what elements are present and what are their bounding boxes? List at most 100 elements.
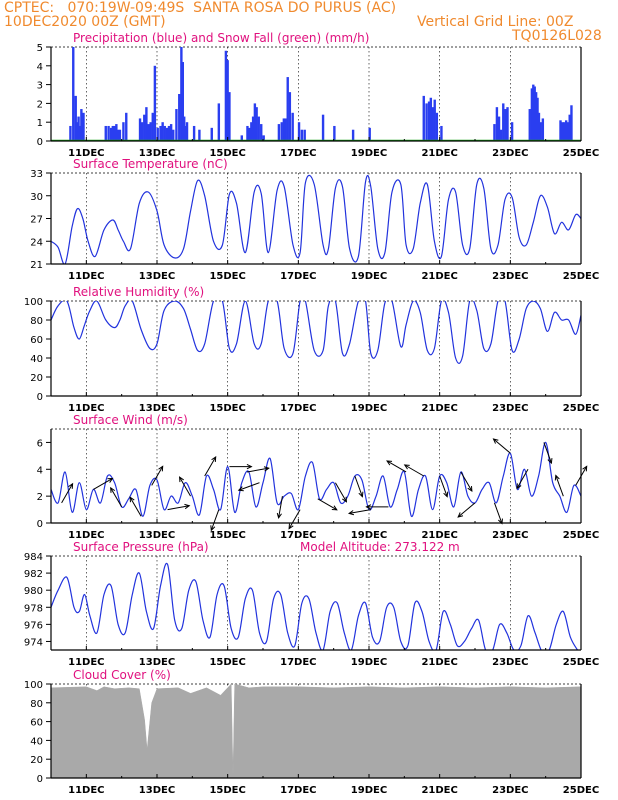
precip-bar <box>138 118 142 141</box>
wind-vector-arrow <box>129 496 142 517</box>
temp-xtick-label: 19DEC <box>351 271 387 282</box>
precip-ytick-label: 1 <box>37 118 43 129</box>
rh-xtick-label: 19DEC <box>351 403 387 414</box>
cloud-ytick-label: 80 <box>30 699 43 710</box>
precip-bar <box>175 109 178 141</box>
precip-bar <box>169 124 173 141</box>
rh-series-line <box>51 301 581 364</box>
wind-vector-arrow <box>460 471 473 493</box>
precip-bar <box>153 65 157 141</box>
rh-xtick-label: 15DEC <box>209 403 245 414</box>
wind-ytick-label: 4 <box>37 465 43 476</box>
temp-xtick-label: 21DEC <box>421 271 457 282</box>
rh-ytick-label: 20 <box>30 373 43 384</box>
pressure-ytick-label: 976 <box>24 620 43 631</box>
precip-bar <box>257 116 260 141</box>
cloud-xtick-label: 23DEC <box>492 785 528 796</box>
precip-bar <box>277 124 281 141</box>
precip-bar <box>255 107 258 141</box>
rh-chart: 0 20 40 60 80 100 11DEC 13DEC 15DEC 17DEC 19DEC 21D… <box>24 285 599 414</box>
cloud-xtick-label: 15DEC <box>209 785 245 796</box>
wind-vector-arrow <box>276 496 283 519</box>
wind-series-line <box>51 441 581 517</box>
precip-bar <box>431 107 434 141</box>
precip-bar <box>165 127 169 141</box>
precip-bar <box>72 47 75 141</box>
pressure-xtick-label: 23DEC <box>492 657 528 668</box>
pressure-title: Surface Pressure (hPa) <box>73 540 209 554</box>
temp-ytick-label: 24 <box>30 237 43 248</box>
precip-bar <box>284 118 287 141</box>
cloud-xtick-label: 21DEC <box>421 785 457 796</box>
cloud-xtick-label: 13DEC <box>139 785 175 796</box>
wind-vector-arrow <box>403 464 425 477</box>
cloud-chart: 0 20 40 60 80 100 11DEC 13DEC 15DEC 17DEC 19DEC 21D… <box>24 668 599 796</box>
precip-bar <box>570 105 573 141</box>
precip-bar <box>440 125 443 141</box>
precip-bar <box>539 122 542 141</box>
wind-vector-arrow <box>178 476 191 497</box>
cloud-ytick-label: 40 <box>30 736 43 747</box>
temp-xtick-label: 23DEC <box>492 271 528 282</box>
pressure-xtick-label: 11DEC <box>68 657 104 668</box>
wind-vector-arrow <box>247 466 270 473</box>
temp-chart: 21 24 27 30 33 11DEC 13DEC 15DEC 17DEC 19DEC 21DEC… <box>30 157 599 282</box>
cloud-area <box>50 683 582 779</box>
wind-xtick-label: 23DEC <box>492 530 528 541</box>
precip-bar <box>183 116 186 141</box>
wind-vector-arrow <box>317 498 338 511</box>
wind-xtick-label: 11DEC <box>68 530 104 541</box>
pressure-xtick-label: 19DEC <box>351 657 387 668</box>
precip-bar <box>118 129 122 141</box>
precip-bar <box>156 127 159 141</box>
precip-bar <box>534 92 538 141</box>
precip-title: Precipitation (blue) and Snow Fall (gree… <box>73 31 369 45</box>
precip-bar <box>532 84 535 141</box>
precip-bar <box>564 120 568 141</box>
rh-xtick-label: 23DEC <box>492 403 528 414</box>
precip-bar <box>184 125 187 141</box>
precip-xtick-label: 13DEC <box>139 148 175 159</box>
precip-bar <box>77 116 80 141</box>
precip-bar <box>537 112 541 141</box>
rh-ytick-label: 80 <box>30 316 43 327</box>
wind-vector-arrow <box>151 465 164 486</box>
precip-bar <box>180 47 183 141</box>
rh-xtick-label: 25DEC <box>563 403 599 414</box>
precip-bar <box>530 88 534 141</box>
wind-vector-arrow <box>237 482 260 492</box>
precip-bar <box>351 129 355 141</box>
precip-bar <box>224 50 228 142</box>
precip-bar <box>303 129 306 141</box>
wind-vector-arrow <box>347 509 371 516</box>
wind-vector-arrow <box>93 477 114 490</box>
precip-bar <box>561 122 564 141</box>
wind-vector-arrow <box>335 482 348 503</box>
precip-bar <box>113 125 116 141</box>
wind-xtick-label: 25DEC <box>563 530 599 541</box>
precip-bar <box>286 77 289 141</box>
pressure-xtick-label: 25DEC <box>563 657 599 668</box>
precip-bar <box>297 122 301 141</box>
precip-bar <box>559 120 562 141</box>
precip-bar <box>260 124 263 141</box>
precip-bar <box>74 95 77 141</box>
precip-bar <box>107 125 110 141</box>
precip-bar <box>163 125 166 141</box>
precip-bar <box>300 129 304 141</box>
wind-vector-arrow <box>210 509 220 532</box>
pressure-ytick-label: 978 <box>24 603 43 614</box>
wind-xtick-label: 21DEC <box>421 530 457 541</box>
precip-xtick-label: 15DEC <box>209 148 245 159</box>
wind-vector-arrow <box>204 455 217 477</box>
cloud-xtick-label: 11DEC <box>68 785 104 796</box>
temp-xtick-label: 25DEC <box>563 271 599 282</box>
precip-chart: 0 1 2 3 4 5 11DEC 13DEC 15DEC 17DEC 19DEC 21DEC 23DE… <box>37 31 600 159</box>
temp-xtick-label: 11DEC <box>68 271 104 282</box>
wind-xtick-label: 15DEC <box>209 530 245 541</box>
wind-vector-arrow <box>493 502 503 525</box>
precip-bar <box>533 86 536 141</box>
precip-bar <box>125 112 128 141</box>
temp-ytick-label: 21 <box>30 260 43 271</box>
